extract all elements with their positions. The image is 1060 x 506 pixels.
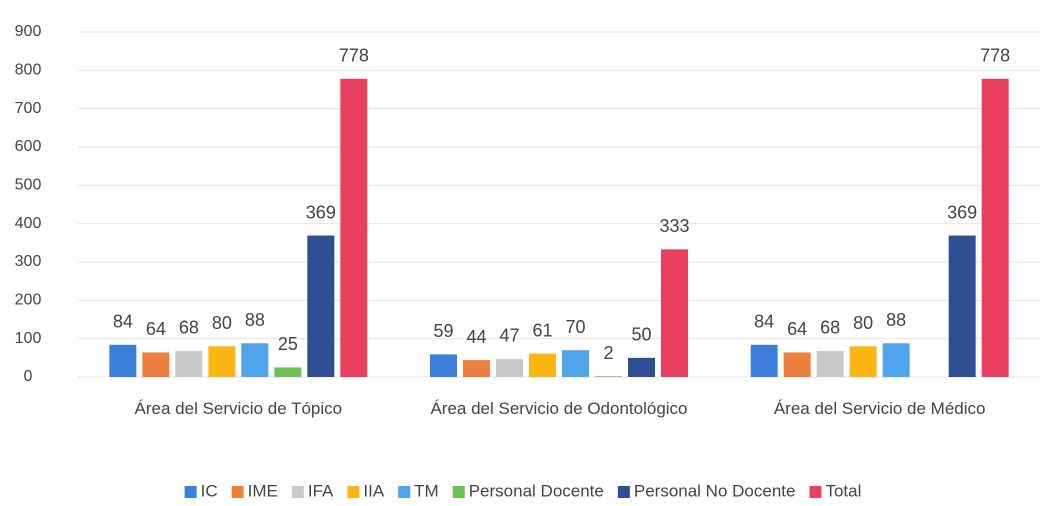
data-label: 2 <box>603 343 613 363</box>
bar <box>241 343 269 377</box>
bar <box>208 346 236 377</box>
bar <box>628 357 655 377</box>
data-label: 50 <box>631 325 651 345</box>
y-tick-label: 300 <box>15 253 42 270</box>
data-label: 61 <box>532 320 552 340</box>
x-tick-label: Área del Servicio de Médico <box>773 399 986 418</box>
legend-swatch <box>452 486 465 498</box>
bar <box>562 350 589 377</box>
legend-swatch <box>347 486 360 498</box>
data-label: 369 <box>947 202 977 222</box>
y-tick-label: 600 <box>15 138 42 155</box>
bar <box>849 346 877 377</box>
data-label: 68 <box>820 318 840 338</box>
legend-swatch <box>231 486 244 498</box>
bar <box>430 354 457 377</box>
bar <box>783 352 811 377</box>
y-tick-label: 900 <box>15 23 42 40</box>
data-label: 44 <box>466 327 486 347</box>
data-label: 64 <box>146 319 166 339</box>
bar <box>463 360 490 377</box>
y-tick-label: 400 <box>15 215 42 232</box>
bar <box>750 344 778 377</box>
data-label: 84 <box>754 312 774 332</box>
y-tick-label: 200 <box>15 292 42 309</box>
bar <box>595 376 622 377</box>
legend-swatch <box>809 486 822 498</box>
legend-label: Personal Docente <box>469 481 604 500</box>
bar <box>142 352 170 377</box>
data-label: 47 <box>499 326 519 346</box>
legend-label: TM <box>414 481 439 500</box>
data-label: 80 <box>212 313 232 333</box>
data-label: 84 <box>113 312 133 332</box>
bar <box>882 343 910 377</box>
bar <box>661 249 688 377</box>
data-label: 68 <box>179 318 199 338</box>
data-label: 80 <box>853 313 873 333</box>
bar <box>340 78 368 378</box>
data-label: 25 <box>278 334 298 354</box>
data-label: 88 <box>886 310 906 330</box>
bar <box>274 367 302 377</box>
legend-label: IME <box>248 481 278 500</box>
data-label: 369 <box>306 202 336 222</box>
y-tick-label: 100 <box>15 330 42 347</box>
data-label: 333 <box>659 216 689 236</box>
y-tick-label: 800 <box>15 62 42 79</box>
x-tick-label: Área del Servicio de Tópico <box>134 399 343 418</box>
bar <box>816 350 844 377</box>
data-label: 778 <box>339 46 369 66</box>
legend-swatch <box>184 486 197 498</box>
legend-label: IIA <box>363 481 384 500</box>
y-tick-label: 700 <box>15 100 42 117</box>
bar <box>307 235 335 377</box>
data-label: 70 <box>565 317 585 337</box>
legend-swatch <box>291 486 304 498</box>
legend-swatch <box>617 486 630 498</box>
data-label: 778 <box>980 46 1010 66</box>
legend-label: Total <box>825 481 861 500</box>
bar <box>948 235 976 377</box>
data-label: 64 <box>787 319 807 339</box>
legend-label: Personal No Docente <box>634 481 796 500</box>
legend-label: IFA <box>308 481 334 500</box>
bar <box>109 344 137 377</box>
y-tick-label: 500 <box>15 177 42 194</box>
bar <box>981 78 1009 378</box>
data-label: 88 <box>245 310 265 330</box>
bar <box>529 353 556 377</box>
legend-label: IC <box>201 481 218 500</box>
bar <box>175 350 203 377</box>
data-label: 59 <box>433 321 453 341</box>
x-tick-label: Área del Servicio de Odontológico <box>430 399 688 418</box>
y-tick-label: 0 <box>24 368 33 385</box>
bar <box>496 358 523 377</box>
legend-swatch <box>398 486 411 498</box>
